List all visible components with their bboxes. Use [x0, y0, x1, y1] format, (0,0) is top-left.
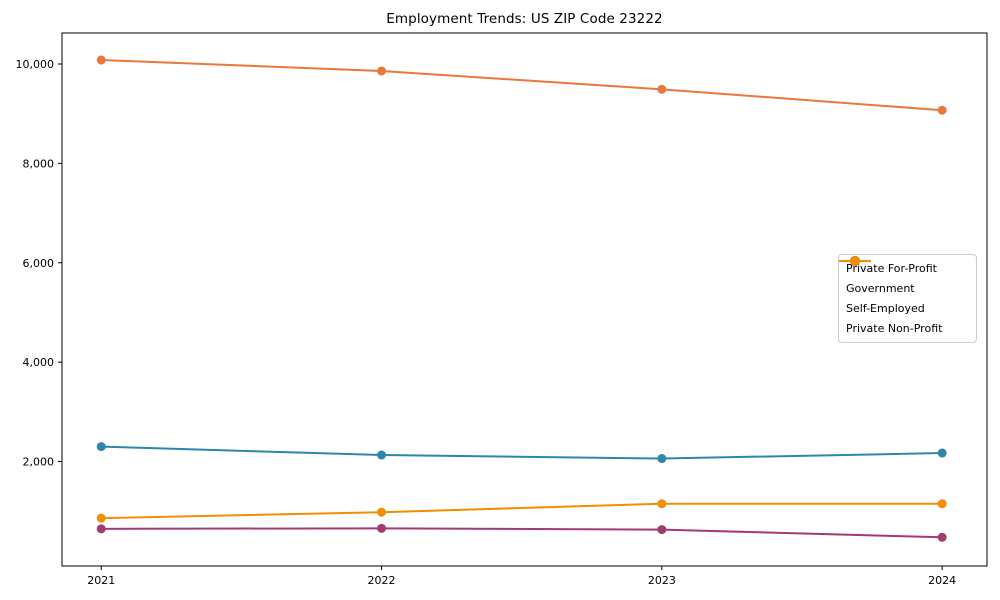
x-axis-tick-label: 2021 [87, 574, 115, 587]
data-point [96, 524, 106, 534]
data-point [377, 507, 387, 517]
legend-marker [850, 256, 860, 266]
data-point [937, 105, 947, 115]
legend-item: Self-Employed [839, 256, 969, 317]
series-line [101, 59, 943, 112]
data-point [377, 523, 387, 533]
y-axis-tick-label: 6,000 [23, 257, 55, 270]
legend-label: Private Non-Profit [846, 321, 943, 335]
data-point [657, 499, 667, 509]
legend-item: Private Non-Profit [839, 256, 969, 337]
legend-swatch-icon [839, 256, 871, 266]
data-point [937, 532, 947, 542]
data-point [377, 450, 387, 460]
data-point [96, 513, 106, 523]
series-line [101, 527, 943, 539]
legend-label: Self-Employed [846, 301, 925, 315]
data-point [937, 448, 947, 458]
data-point [657, 525, 667, 535]
data-point [937, 499, 947, 509]
legend-label: Private For-Profit [846, 262, 937, 276]
legend: Private For-Profit Government Self-Employe… [838, 254, 977, 343]
y-axis-tick-label: 8,000 [23, 157, 55, 170]
y-axis-tick-label: 10,000 [16, 58, 55, 71]
legend-label: Government [846, 282, 915, 296]
legend-item: Government [839, 256, 969, 298]
series-line [101, 445, 943, 460]
x-axis-tick-label: 2023 [648, 574, 676, 587]
chart-title: Employment Trends: US ZIP Code 23222 [386, 11, 663, 27]
plot-border [61, 32, 988, 567]
y-axis-tick-label: 2,000 [23, 456, 55, 469]
data-point [657, 84, 667, 94]
series-line [101, 502, 943, 520]
y-axis-tick-label: 4,000 [23, 356, 55, 369]
data-point [96, 55, 106, 65]
x-axis-tick-label: 2022 [368, 574, 396, 587]
data-point [96, 442, 106, 452]
data-point [657, 454, 667, 464]
data-point [377, 66, 387, 76]
x-axis-tick-label: 2024 [928, 574, 956, 587]
